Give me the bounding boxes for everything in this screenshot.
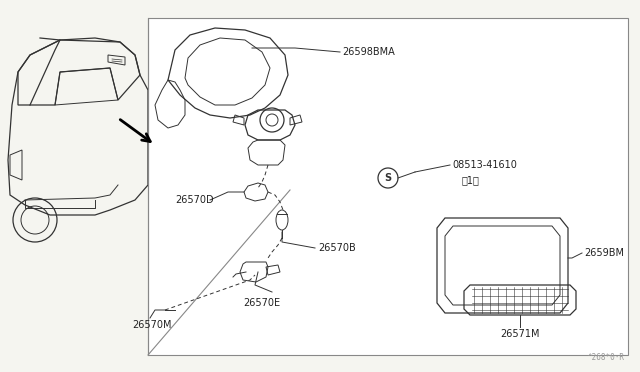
Text: 2659BM: 2659BM [584, 248, 624, 258]
Text: 08513-41610: 08513-41610 [452, 160, 517, 170]
Text: 26570M: 26570M [132, 320, 172, 330]
Text: 26571M: 26571M [500, 329, 540, 339]
Text: 26570B: 26570B [318, 243, 356, 253]
Text: （1）: （1） [462, 175, 480, 185]
Polygon shape [148, 18, 628, 355]
Text: 26570E: 26570E [243, 298, 280, 308]
Text: ^268*0·R: ^268*0·R [588, 353, 625, 362]
Text: 26570D: 26570D [175, 195, 214, 205]
Text: S: S [385, 173, 392, 183]
Text: 26598BMA: 26598BMA [342, 47, 395, 57]
